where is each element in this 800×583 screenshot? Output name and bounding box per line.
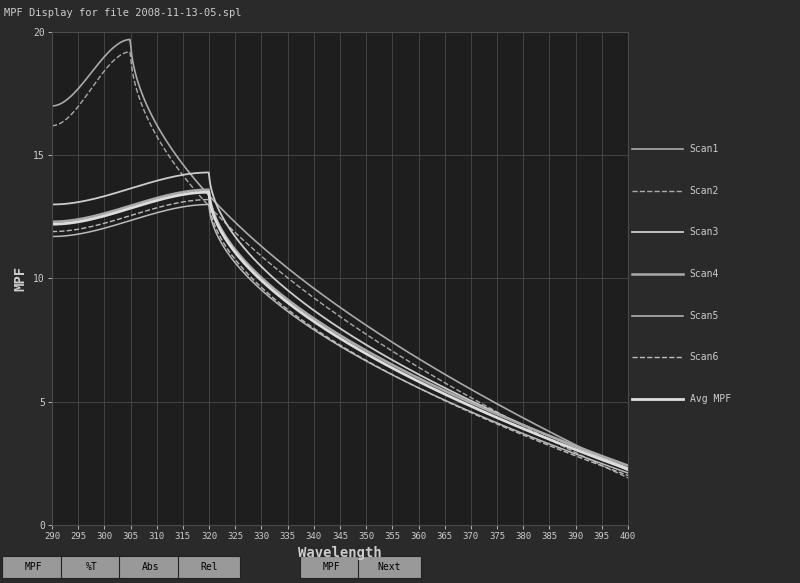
Avg MPF <box>623 466 633 473</box>
FancyBboxPatch shape <box>300 556 362 578</box>
Text: MPF: MPF <box>322 562 340 572</box>
Text: MPF: MPF <box>25 562 42 572</box>
Text: Next: Next <box>378 562 402 572</box>
Text: Scan3: Scan3 <box>690 227 719 237</box>
Scan1 <box>125 36 134 43</box>
Avg MPF <box>149 198 158 205</box>
Scan6 <box>149 205 158 212</box>
Y-axis label: MPF: MPF <box>14 266 28 291</box>
Scan6 <box>482 416 491 423</box>
Scan2 <box>433 375 442 382</box>
FancyBboxPatch shape <box>178 556 240 578</box>
Avg MPF <box>482 410 491 417</box>
Scan3 <box>433 381 442 388</box>
Scan1 <box>47 103 57 110</box>
Scan3 <box>388 357 398 364</box>
Scan5 <box>482 415 491 422</box>
Scan6 <box>195 196 205 203</box>
Line: Scan3: Scan3 <box>52 173 628 468</box>
Avg MPF <box>47 221 57 228</box>
FancyBboxPatch shape <box>61 556 123 578</box>
Scan6 <box>433 394 442 401</box>
Scan2 <box>125 48 134 55</box>
Scan4 <box>623 462 633 469</box>
Text: Scan4: Scan4 <box>690 269 719 279</box>
Text: Avg MPF: Avg MPF <box>690 394 730 404</box>
Text: Scan2: Scan2 <box>690 186 719 196</box>
Text: MPF Display for file 2008-11-13-05.spl: MPF Display for file 2008-11-13-05.spl <box>4 8 242 18</box>
Text: Scan5: Scan5 <box>690 311 719 321</box>
Scan4 <box>47 218 57 225</box>
Scan2 <box>623 475 633 482</box>
Scan5 <box>149 210 158 217</box>
Scan6 <box>47 228 57 235</box>
Scan5 <box>204 201 214 208</box>
Scan4 <box>482 406 491 413</box>
Text: Scan1: Scan1 <box>690 144 719 154</box>
FancyBboxPatch shape <box>119 556 182 578</box>
Scan1 <box>623 467 633 474</box>
Line: Scan1: Scan1 <box>52 40 628 470</box>
Scan5 <box>388 371 398 378</box>
Scan3 <box>47 201 57 208</box>
Scan3 <box>623 465 633 472</box>
Scan3 <box>195 169 205 176</box>
Scan4 <box>309 315 318 322</box>
Scan1 <box>388 339 398 346</box>
Scan5 <box>195 201 205 208</box>
Scan1 <box>196 183 206 190</box>
Avg MPF <box>388 364 398 371</box>
Text: Scan6: Scan6 <box>690 352 719 362</box>
Text: Rel: Rel <box>200 562 218 572</box>
Scan4 <box>388 361 398 368</box>
Scan3 <box>309 307 318 314</box>
X-axis label: Wavelength: Wavelength <box>298 546 382 560</box>
Scan6 <box>388 371 398 378</box>
Scan2 <box>47 122 57 129</box>
Scan3 <box>204 169 214 176</box>
Line: Scan4: Scan4 <box>52 189 628 466</box>
Scan2 <box>150 129 160 136</box>
Scan6 <box>309 325 318 332</box>
Scan5 <box>309 326 318 333</box>
Scan2 <box>196 194 206 201</box>
Scan3 <box>482 405 491 412</box>
Avg MPF <box>204 189 214 196</box>
Scan1 <box>150 118 160 125</box>
Scan2 <box>309 294 318 301</box>
Scan5 <box>433 394 442 401</box>
Avg MPF <box>195 189 205 196</box>
Scan5 <box>623 469 633 476</box>
Line: Scan2: Scan2 <box>52 52 628 478</box>
Avg MPF <box>309 318 318 325</box>
Scan6 <box>204 196 214 203</box>
Line: Scan5: Scan5 <box>52 205 628 473</box>
Text: %T: %T <box>86 562 98 572</box>
Scan4 <box>433 384 442 391</box>
Line: Avg MPF: Avg MPF <box>52 192 628 469</box>
Scan1 <box>433 367 442 374</box>
Avg MPF <box>433 387 442 394</box>
Scan4 <box>149 195 158 202</box>
Scan6 <box>623 472 633 479</box>
Text: Abs: Abs <box>142 562 159 572</box>
Scan4 <box>195 187 205 194</box>
Scan2 <box>388 347 398 354</box>
Scan1 <box>309 285 318 292</box>
Scan3 <box>149 178 158 185</box>
Scan1 <box>482 395 491 402</box>
Scan4 <box>204 186 214 193</box>
FancyBboxPatch shape <box>358 556 421 578</box>
Line: Scan6: Scan6 <box>52 199 628 476</box>
FancyBboxPatch shape <box>2 556 65 578</box>
Scan2 <box>482 403 491 410</box>
Scan5 <box>47 233 57 240</box>
